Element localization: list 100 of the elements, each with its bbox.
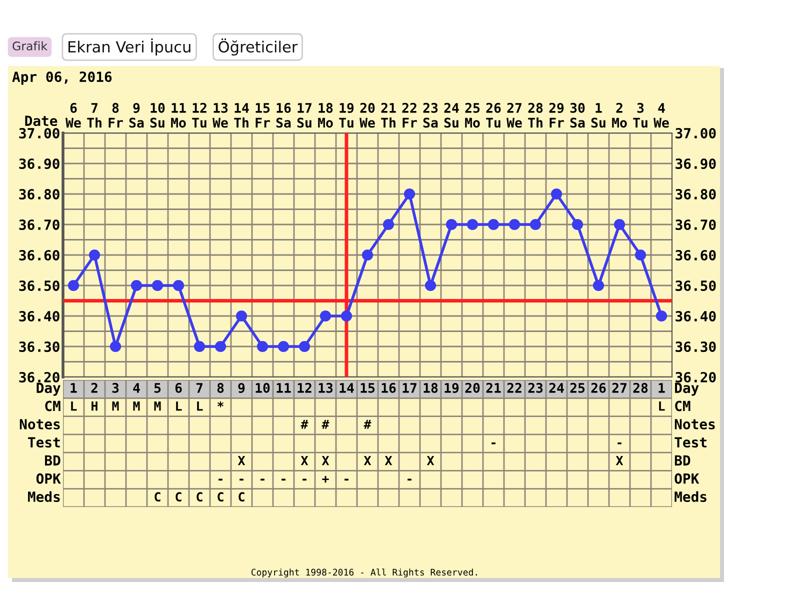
- x-tick-label: 27 We: [506, 102, 522, 128]
- x-tick-label: 16: [382, 382, 396, 393]
- point: [488, 218, 500, 230]
- point: [446, 218, 458, 230]
- x-tick-label: 29 Fr: [549, 102, 564, 128]
- text: -: [492, 442, 496, 444]
- point: [572, 218, 584, 230]
- point: [88, 249, 100, 261]
- text: -: [240, 478, 244, 481]
- x-tick-label: 15 Fr: [256, 103, 270, 128]
- text: C: [196, 492, 202, 502]
- point: [214, 340, 226, 352]
- point: [634, 249, 646, 261]
- text: -: [618, 442, 622, 444]
- text: M: [133, 402, 140, 411]
- point: [466, 218, 478, 230]
- text: X: [322, 456, 330, 466]
- x-tick-label: 7 Th: [87, 103, 102, 128]
- point: [508, 218, 520, 230]
- x-axis-title: Day: [36, 382, 61, 396]
- text: C: [238, 492, 244, 502]
- x-tick-label: 1: [70, 383, 77, 393]
- x-tick-label: 6: [175, 382, 182, 393]
- x-tick-label: 28 Th: [528, 102, 543, 128]
- text: X: [364, 456, 372, 466]
- point: [592, 280, 604, 292]
- x-tick-label: 20 We: [360, 102, 375, 128]
- y-tick-label: Notes: [20, 419, 60, 430]
- y2-tick-label: 36.40: [676, 310, 716, 322]
- text: M: [112, 402, 119, 411]
- point: [320, 310, 332, 322]
- point: [340, 310, 352, 322]
- x-tick-label: 26 Tu: [486, 102, 501, 128]
- y-tick-label: 36.80: [19, 188, 60, 200]
- x-tick-label: 2 Mo: [612, 102, 627, 128]
- text: -: [302, 478, 306, 481]
- text: Öğreticiler: [218, 38, 298, 56]
- text: L: [197, 402, 203, 411]
- y2-tick-label: Test: [674, 437, 706, 448]
- point: [110, 340, 122, 352]
- text: H: [92, 402, 98, 411]
- x-tick-label: 14 Th: [234, 103, 249, 128]
- x-tick-label: 11: [276, 383, 291, 393]
- y-tick-label: Meds: [28, 491, 60, 502]
- y-tick-label: 36.70: [19, 219, 60, 230]
- text: #: [322, 420, 330, 429]
- y-tick-label: CM: [45, 400, 60, 412]
- text: L: [176, 402, 182, 411]
- point: [530, 218, 542, 230]
- y2-tick-label: 37.00: [676, 128, 716, 138]
- y-tick-label: Test: [28, 437, 60, 448]
- x-tick-label: 22 Fr: [402, 102, 417, 128]
- y-tick-label: 36.40: [19, 310, 60, 322]
- point: [278, 340, 290, 352]
- x-tick-label: 22: [507, 382, 522, 393]
- x-tick-label: 15: [360, 383, 375, 393]
- point: [152, 280, 164, 292]
- y-tick-label: BD: [45, 455, 60, 466]
- text: C: [176, 492, 182, 502]
- y-tick-label: 36.90: [19, 158, 60, 170]
- y2-tick-label: 36.90: [676, 158, 716, 170]
- x-tick-label: 26: [591, 382, 606, 393]
- y2-tick-label: CM: [675, 400, 690, 412]
- text: Ekran Veri İpucu: [68, 38, 190, 56]
- text: L: [71, 402, 77, 411]
- text: X: [384, 456, 392, 466]
- text: X: [238, 456, 246, 466]
- y2-tick-label: OPK: [674, 473, 700, 484]
- x-tick-label: 9: [238, 383, 245, 393]
- text: -: [260, 478, 264, 481]
- x-tick-label: 14: [340, 383, 354, 393]
- x-tick-label: 1: [658, 383, 665, 393]
- x-tick-label: 19: [444, 383, 459, 393]
- x-tick-label: 23 Sa: [423, 102, 438, 128]
- point: [236, 310, 248, 322]
- y-tick-label: 36.50: [19, 280, 60, 291]
- point: [362, 249, 374, 261]
- y2-tick-label: BD: [674, 455, 690, 466]
- x-tick-label: 27: [612, 382, 626, 393]
- y2-tick-label: Notes: [674, 419, 715, 430]
- x-tick-label: 3 Tu: [633, 102, 648, 128]
- text: X: [300, 456, 308, 466]
- text: C: [218, 492, 224, 502]
- y2-tick-label: 36.50: [676, 280, 716, 291]
- text: C: [154, 492, 160, 502]
- x-tick-label: 12: [298, 382, 312, 393]
- x-tick-label: 8: [217, 382, 224, 393]
- point: [404, 188, 416, 200]
- point: [614, 218, 626, 230]
- text: Day: [675, 382, 699, 396]
- x-tick-label: 13: [318, 382, 333, 393]
- x-tick-label: 1 Su: [591, 103, 606, 128]
- x-tick-label: 7: [196, 383, 202, 393]
- point: [382, 218, 394, 230]
- x-tick-label: 16 Sa: [276, 102, 291, 128]
- point: [298, 340, 310, 352]
- y-tick-label: 36.30: [19, 341, 60, 352]
- point: [194, 340, 206, 352]
- y-tick-label: 36.60: [19, 250, 60, 260]
- x-tick-label: 30 Sa: [570, 102, 585, 128]
